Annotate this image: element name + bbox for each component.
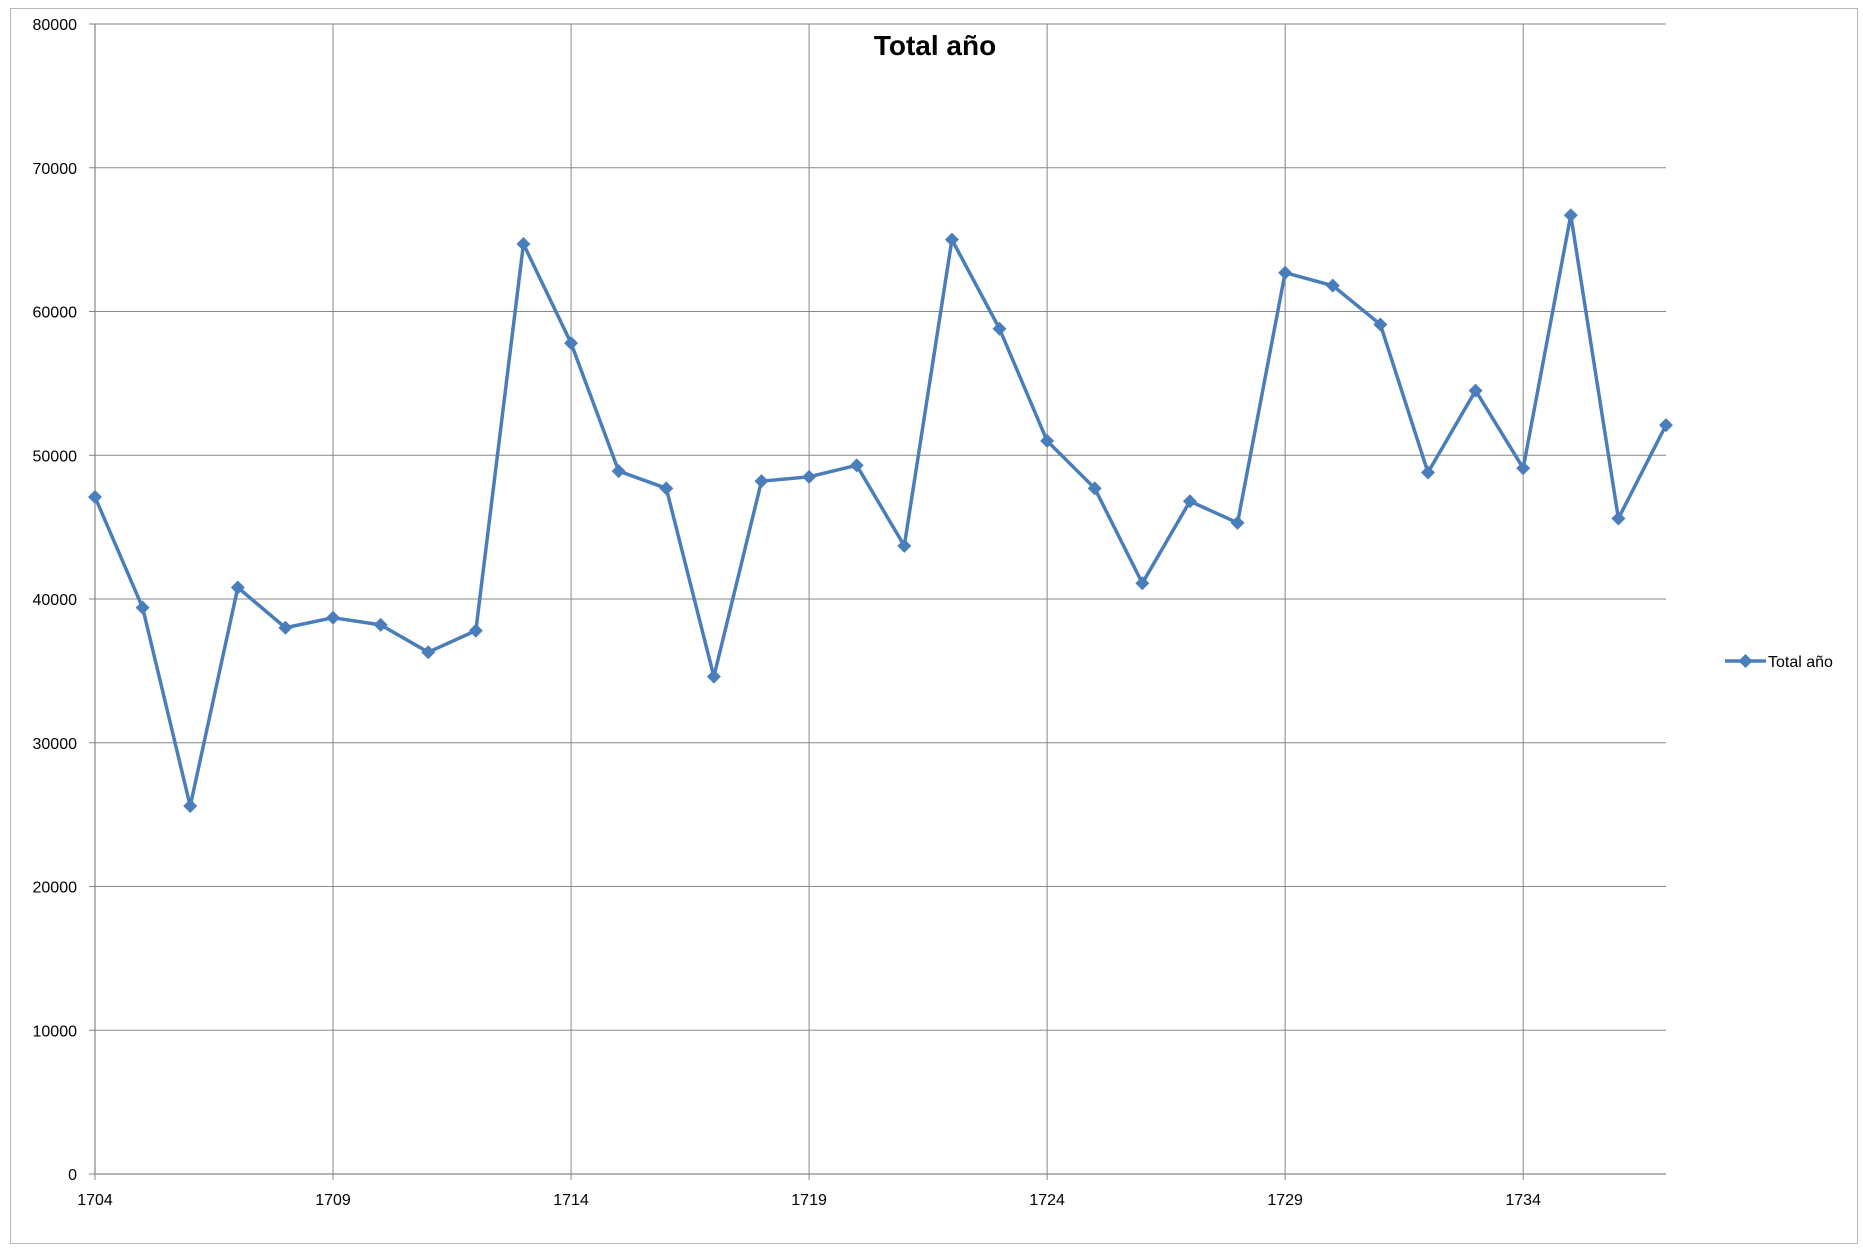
chart-frame bbox=[10, 8, 1858, 1244]
x-axis-tick-labels: 1704 1709 1714 1719 1724 1729 1734 bbox=[77, 1192, 1541, 1209]
data-point bbox=[88, 489, 102, 504]
data-point bbox=[849, 458, 864, 473]
data-point bbox=[1468, 383, 1483, 398]
data-point bbox=[183, 799, 198, 813]
data-point bbox=[373, 617, 388, 632]
data-point bbox=[1373, 317, 1388, 332]
data-point bbox=[706, 669, 721, 684]
data-point bbox=[278, 620, 293, 635]
data-point bbox=[1135, 576, 1150, 591]
legend: Total año bbox=[1725, 654, 1833, 671]
data-point bbox=[230, 580, 245, 595]
x-tick-label: 1724 bbox=[1029, 1192, 1065, 1209]
y-tick-label: 0 bbox=[68, 1167, 77, 1184]
data-point bbox=[564, 336, 579, 351]
data-point bbox=[326, 610, 341, 625]
y-tick-label: 50000 bbox=[33, 448, 78, 465]
legend-label: Total año bbox=[1768, 654, 1833, 671]
legend-marker-icon bbox=[1738, 654, 1753, 668]
data-point bbox=[468, 623, 483, 638]
y-tick-label: 80000 bbox=[33, 17, 78, 34]
y-tick-label: 10000 bbox=[33, 1023, 78, 1040]
x-tick-label: 1734 bbox=[1505, 1192, 1541, 1209]
data-point bbox=[611, 464, 626, 479]
y-tick-label: 30000 bbox=[33, 736, 78, 753]
data-point bbox=[754, 474, 769, 489]
series-layer bbox=[88, 208, 1673, 813]
data-point bbox=[992, 321, 1007, 336]
y-tick-label: 20000 bbox=[33, 880, 78, 897]
data-point bbox=[1182, 494, 1197, 509]
y-tick-label: 70000 bbox=[33, 161, 78, 178]
y-tick-label: 60000 bbox=[33, 305, 78, 322]
data-point bbox=[135, 600, 150, 615]
x-tick-label: 1709 bbox=[315, 1192, 351, 1209]
gridlines bbox=[95, 23, 1666, 1174]
data-point bbox=[1563, 208, 1578, 223]
y-axis-tick-labels: 0 10000 20000 30000 40000 50000 60000 70000 8000… bbox=[33, 17, 78, 1184]
data-point bbox=[659, 481, 674, 496]
data-point bbox=[1230, 515, 1245, 530]
axes bbox=[89, 23, 1666, 1180]
data-point bbox=[897, 538, 912, 553]
data-point bbox=[1325, 278, 1340, 293]
chart-title: Total año bbox=[874, 30, 996, 61]
data-point bbox=[516, 236, 531, 251]
data-point bbox=[1516, 461, 1531, 476]
x-tick-label: 1729 bbox=[1267, 1192, 1303, 1209]
x-tick-label: 1719 bbox=[791, 1192, 827, 1209]
data-point bbox=[944, 232, 959, 247]
x-tick-label: 1704 bbox=[77, 1192, 113, 1209]
data-point bbox=[802, 469, 817, 484]
data-point bbox=[1611, 511, 1626, 526]
data-point bbox=[421, 645, 436, 660]
x-tick-label: 1714 bbox=[553, 1192, 589, 1209]
data-point bbox=[1278, 265, 1293, 280]
data-point bbox=[1087, 481, 1102, 496]
data-point bbox=[1420, 465, 1435, 480]
y-tick-label: 40000 bbox=[33, 592, 78, 609]
series-line bbox=[93, 213, 1668, 808]
data-point bbox=[1659, 418, 1673, 433]
data-point bbox=[1040, 433, 1055, 448]
